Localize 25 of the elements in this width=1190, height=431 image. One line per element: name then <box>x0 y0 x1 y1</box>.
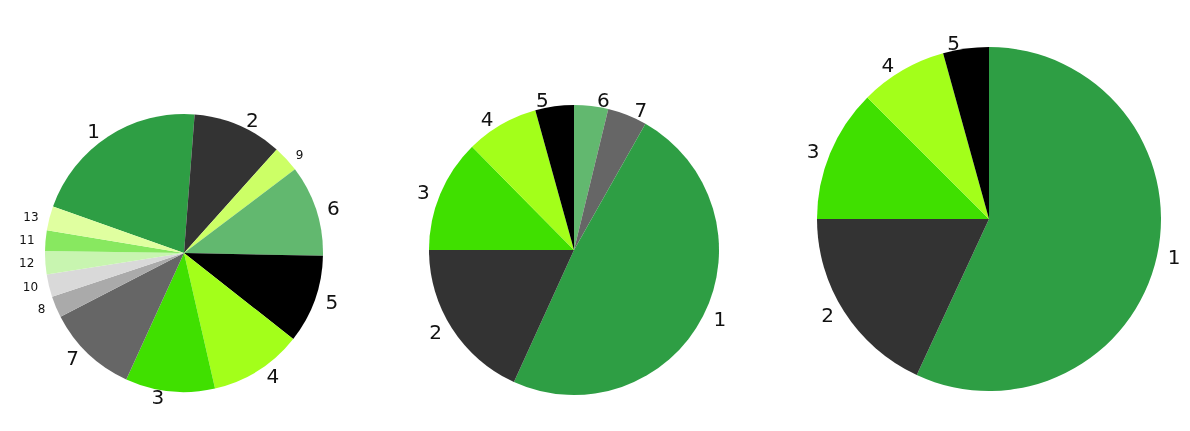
slice-label: 2 <box>429 319 443 344</box>
slice-label: 6 <box>326 196 340 221</box>
slice-label: 8 <box>37 302 46 317</box>
slice-label: 1 <box>87 119 100 144</box>
slice-label: 2 <box>245 107 259 132</box>
slice-label: 4 <box>480 107 494 132</box>
slice-label: 9 <box>295 147 304 162</box>
slice-label: 4 <box>266 363 280 388</box>
slice-label: 3 <box>806 138 820 163</box>
slice-label: 12 <box>19 256 35 271</box>
slice-label: 4 <box>881 53 895 78</box>
slice-label: 10 <box>22 280 39 295</box>
slice-label: 6 <box>596 88 610 113</box>
slice-label: 11 <box>19 233 35 248</box>
slice-label: 13 <box>23 209 39 224</box>
slice-label: 7 <box>66 345 79 370</box>
slice-label: 1 <box>1167 245 1181 270</box>
slice-label: 2 <box>821 302 835 327</box>
slice-label: 5 <box>325 289 339 314</box>
slice-label: 5 <box>535 88 549 113</box>
slice-label: 1 <box>713 306 727 331</box>
slice-label: 7 <box>634 97 648 122</box>
slice-label: 3 <box>416 179 430 204</box>
slice-label: 5 <box>947 30 961 55</box>
slice-label: 3 <box>151 385 165 410</box>
